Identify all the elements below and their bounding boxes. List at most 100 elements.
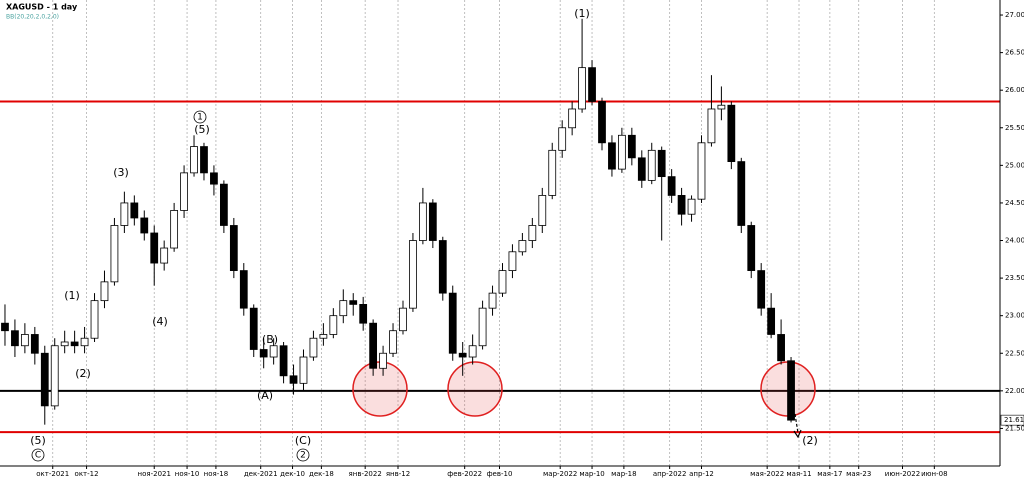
candle-body — [717, 104, 726, 110]
candle-body — [60, 341, 69, 347]
candle-body — [229, 225, 238, 271]
candle-body — [130, 202, 139, 219]
candle-body — [249, 307, 258, 350]
candle-body — [319, 334, 328, 339]
candle-body — [409, 240, 417, 309]
candle-body — [369, 322, 378, 369]
x-tick-label: апр-12 — [689, 470, 714, 478]
x-tick-label: мар-2022 — [543, 470, 577, 478]
y-tick-label: 22.50 — [1005, 349, 1024, 357]
x-tick-label: ноя-10 — [175, 470, 200, 478]
candle-body — [100, 281, 109, 302]
candle-body — [787, 360, 795, 421]
x-tick-label: окт-2021 — [36, 470, 69, 478]
candle-body — [677, 195, 686, 215]
y-tick-label: 24.00 — [1005, 237, 1024, 245]
x-tick-label: мая-23 — [846, 470, 871, 478]
candle-body — [637, 157, 646, 181]
candle-body — [269, 345, 278, 358]
highlight-circle — [447, 361, 503, 417]
candle-body — [110, 225, 119, 283]
x-tick-label: фев-10 — [487, 470, 513, 478]
wave-label: (4) — [152, 315, 168, 328]
candle-body — [707, 108, 716, 144]
candle-body — [478, 307, 487, 347]
annotation-circle — [193, 110, 207, 124]
wave-label: (2) — [75, 367, 91, 380]
candle-body — [588, 67, 596, 102]
candle-body — [70, 341, 79, 347]
candle-body — [528, 225, 537, 241]
x-tick-label: дек-18 — [309, 470, 334, 478]
candle-body — [508, 251, 517, 271]
y-tick-label: 23.50 — [1005, 274, 1024, 282]
candle-body — [558, 127, 567, 151]
forecast-arrowhead — [793, 429, 802, 439]
candle-body — [419, 202, 427, 241]
y-tick-label: 21.50 — [1005, 424, 1024, 432]
candle-body — [598, 101, 606, 144]
wave-label: (5) — [194, 123, 210, 136]
candle-body — [428, 202, 437, 241]
candle-body — [339, 300, 348, 317]
y-tick-label: 24.50 — [1005, 199, 1024, 207]
wave-label: (A) — [257, 389, 273, 402]
candle-body — [259, 349, 268, 358]
candle-body — [618, 134, 626, 170]
x-tick-label: мая-2022 — [750, 470, 784, 478]
candle-body — [120, 202, 129, 226]
chart-title: XAGUSD - 1 day — [6, 3, 78, 12]
candle-body — [647, 149, 656, 181]
highlight-circle — [352, 361, 408, 417]
candle-body — [448, 292, 457, 354]
annotation-circle — [296, 448, 310, 462]
wave-label: C — [35, 451, 41, 461]
candle-body — [40, 352, 49, 407]
x-tick-label: дек-2021 — [244, 470, 278, 478]
wave-label: (1) — [64, 289, 80, 302]
indicator-label: BB(20,20,2,0,2,0) — [6, 14, 59, 21]
y-tick-label: 27.00 — [1005, 11, 1024, 19]
candle-body — [170, 210, 179, 249]
candle-body — [20, 334, 29, 347]
candle-body — [518, 240, 527, 253]
levels — [0, 100, 1000, 434]
y-tick-label: 25.50 — [1005, 124, 1024, 132]
annotations: (1)1(5)(3)(1)(2)(4)(B)(A)(5)C(C)2(2) — [30, 7, 818, 462]
y-tick-label: 26.00 — [1005, 86, 1024, 94]
candle-body — [548, 149, 557, 196]
candle-body — [727, 104, 736, 162]
candles — [1, 18, 795, 425]
x-tick-label: мая-11 — [786, 470, 811, 478]
candle-body — [279, 345, 288, 377]
candle-body — [160, 247, 169, 264]
candle-body — [777, 334, 785, 362]
candle-body — [488, 292, 497, 309]
candle-body — [289, 375, 298, 384]
candle-body — [468, 345, 477, 358]
annotation-circle — [31, 448, 45, 462]
candle-body — [538, 195, 547, 226]
candle-body — [667, 176, 676, 196]
candle-body — [190, 146, 198, 174]
last-price-label: 21.61 — [1004, 416, 1024, 424]
axis-labels: окт-2021 окт-12 ноя-2021 ноя-10 ноя-18 дек-20… — [36, 11, 1024, 478]
candle-body — [498, 270, 507, 294]
candle-body — [389, 330, 397, 354]
forecast-arrow — [794, 413, 799, 434]
x-tick-label: июн-2022 — [885, 470, 920, 478]
x-tick-label: янв-2022 — [349, 470, 382, 478]
x-tick-label: июн-08 — [921, 470, 947, 478]
candle-body — [11, 330, 19, 347]
wave-label: (1) — [574, 7, 590, 20]
x-tick-label: окт-12 — [75, 470, 99, 478]
x-tick-label: мар-10 — [579, 470, 604, 478]
wave-label: 1 — [197, 113, 203, 123]
x-tick-label: янв-12 — [386, 470, 410, 478]
grid — [52, 0, 935, 466]
candle-body — [50, 345, 59, 407]
candle-body — [458, 352, 467, 358]
candle-body — [608, 142, 616, 170]
candle-body — [757, 270, 766, 309]
